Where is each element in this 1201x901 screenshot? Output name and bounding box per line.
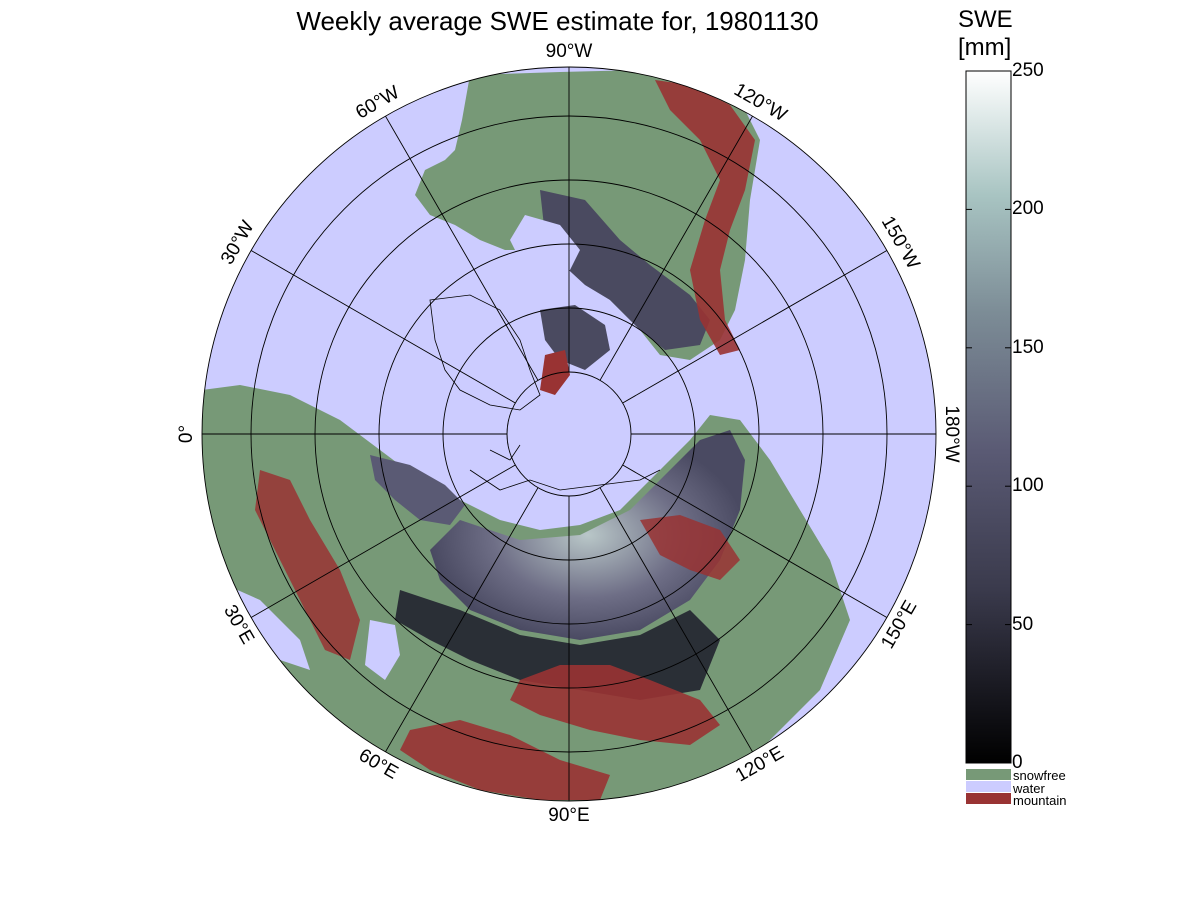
colorbar-tick-label: 250 — [1012, 60, 1044, 81]
meridian-line — [385, 487, 539, 753]
greenland-mountains — [540, 350, 570, 395]
meridian-line — [250, 250, 516, 404]
european-mountains — [255, 470, 360, 660]
meridian-line — [622, 464, 888, 618]
meridian-line — [250, 464, 516, 618]
colorbar-tick-label: 100 — [1012, 475, 1044, 497]
greenland-outline — [429, 294, 541, 411]
east-asia-mountains — [640, 515, 740, 580]
longitude-label: 0° — [176, 425, 197, 443]
mountain-label: mountain — [1013, 793, 1067, 808]
longitude-label: 90°W — [546, 41, 593, 62]
colorbar-tick-label: 200 — [1012, 198, 1044, 220]
meridian-line — [599, 487, 753, 753]
rocky-mountains — [655, 80, 755, 355]
longitude-label: 180°W — [941, 405, 962, 462]
map-title: Weekly average SWE estimate for, 1980113… — [296, 6, 819, 36]
asian-mountains — [510, 665, 720, 745]
snowfree-swatch — [966, 769, 1011, 780]
meridian-line — [599, 115, 753, 381]
colorbar-tick-label: 150 — [1012, 336, 1044, 358]
snowfree-label: snowfree — [1013, 768, 1066, 783]
longitude-label: 90°E — [548, 805, 589, 826]
colorbar-title-line1: SWE — [958, 6, 1013, 33]
siberia-snow — [430, 430, 745, 640]
graticule — [201, 66, 937, 802]
arctic-coastline — [469, 444, 661, 491]
north-america-snow — [540, 190, 710, 350]
colorbar-tick-label: 50 — [1012, 613, 1034, 635]
siberia-deep-snow — [395, 590, 720, 700]
meridian-line — [385, 115, 539, 381]
colorbar-tick-label: 0 — [1012, 752, 1023, 773]
water-swatch — [966, 781, 1011, 792]
water-label: water — [1013, 781, 1045, 796]
himalaya-mountains — [400, 720, 610, 800]
hudson-bay-water — [510, 215, 580, 275]
caspian-sea — [365, 620, 400, 680]
mountain-swatch — [966, 793, 1011, 804]
meridian-line — [622, 250, 888, 404]
colorbar-title-line2: [mm] — [958, 34, 1012, 61]
